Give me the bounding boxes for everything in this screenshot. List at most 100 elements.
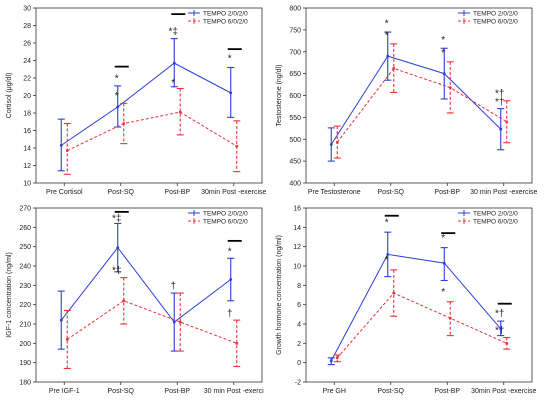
data-point [235,341,239,345]
y-tick-label: 180 [19,380,31,387]
significance-mark: * [228,53,232,64]
y-tick-label: 10 [293,264,301,271]
y-tick-label: 650 [289,71,301,78]
y-axis-label: Growth hormone concentration (ng/ml) [276,235,283,355]
x-tick-label: Pre Cortisol [46,189,83,196]
data-point [122,122,126,125]
significance-mark: † [170,281,176,292]
data-point [499,327,503,331]
data-point [172,61,176,65]
y-tick-label: 250 [19,244,31,251]
y-axis-label: Testosterone (ng/dl) [276,65,283,127]
data-point [178,110,182,114]
series-line-1 [330,55,502,145]
y-tick-label: 190 [19,360,31,367]
x-tick-label: Post-BP [164,388,190,395]
x-tick-label: Pre IGF-1 [49,388,80,395]
data-point [448,86,452,90]
x-tick-label: 30min Post -exercise [471,388,536,395]
data-point [59,318,63,322]
y-tick-label: 8 [297,283,301,290]
y-tick-label: 240 [19,264,31,271]
significance-mark: * [171,78,175,89]
data-point [65,149,69,153]
y-tick-label: 0 [297,360,301,367]
chart-panel-2: 400 450 500 550 600 650 700 750 800 Testosterone … [276,6,538,197]
y-tick-label: 260 [19,225,31,232]
x-tick-label: Post-BP [434,388,460,395]
data-point [116,105,120,109]
data-point [178,320,182,324]
y-tick-label: 230 [19,283,31,290]
y-tick-label: 800 [289,6,301,13]
y-axis-label: Cortisol (μg/dl) [6,73,13,119]
y-tick-label: 200 [19,341,31,348]
x-tick-label: 30 min Post -exercise [470,189,537,196]
significance-mark: *† [495,308,504,319]
x-tick-label: Pre Testosterone [308,189,361,196]
significance-mark: * [115,91,119,102]
significance-mark: † [227,308,233,319]
x-tick-label: Post-SQ [378,189,405,196]
series-line-2 [336,67,508,143]
x-tick-label: 30min Post -exercise [201,189,266,196]
data-point [386,54,390,58]
data-point [335,356,339,360]
y-tick-label: 24 [23,58,31,65]
legend-label: TEMPO 2/0/2/0 [203,211,248,218]
series-line-1 [60,62,231,146]
data-point [65,338,69,341]
legend-label: TEMPO 2/0/2/0 [203,11,248,18]
significance-mark: * [115,74,119,85]
data-point [386,253,390,256]
data-point [442,261,446,265]
data-point [116,246,120,250]
data-point [229,91,233,95]
series-line-1 [330,253,502,361]
y-tick-label: 450 [289,159,301,166]
legend-label: TEMPO 2/0/2/0 [473,11,518,18]
series-line-2 [66,300,237,344]
data-point [442,72,446,76]
y-tick-label: 28 [23,23,31,30]
y-tick-label: 6 [297,302,301,309]
data-point [329,143,333,146]
legend-label: TEMPO 6/0/2/0 [473,219,518,226]
y-tick-label: 550 [289,115,301,122]
y-tick-label: 210 [19,322,31,329]
y-tick-label: 14 [23,146,31,153]
significance-mark: *† [495,326,504,337]
series-line-1 [60,246,232,323]
y-tick-label: 700 [289,49,301,56]
data-point [505,120,509,124]
significance-mark: * [228,246,232,257]
significance-mark: * [385,255,389,266]
y-tick-label: 20 [23,93,31,100]
chart-panel-3: 180 190 200 210 220 230 240 250 260 270 IGF-1 conc… [6,206,264,396]
series-line-2 [67,111,238,152]
y-tick-label: 26 [23,41,31,48]
x-tick-label: Post-SQ [108,388,135,395]
legend-label: TEMPO 6/0/2/0 [203,19,248,26]
data-point [392,291,396,295]
x-tick-label: Post-BP [434,189,460,196]
y-axis-label: IGF-1 concentration (ng/ml) [6,252,13,338]
y-tick-label: 14 [293,225,301,232]
y-tick-label: 600 [289,93,301,100]
significance-mark: *† [495,97,504,108]
chart-panel-4: -2 0 2 4 6 8 10 12 14 16 Growth hormone concentrat… [276,206,537,396]
y-tick-label: 400 [289,181,301,188]
data-point [229,278,233,281]
significance-mark: * [385,217,389,228]
y-tick-label: 220 [19,302,31,309]
y-tick-label: -2 [295,380,301,387]
y-tick-label: 12 [293,244,301,251]
x-tick-label: Post-SQ [108,189,135,196]
data-point [335,140,339,144]
y-tick-label: 4 [297,322,301,329]
x-tick-label: Post-SQ [378,388,405,395]
data-point [505,341,509,345]
y-tick-label: 10 [23,181,31,188]
data-point [172,320,176,324]
